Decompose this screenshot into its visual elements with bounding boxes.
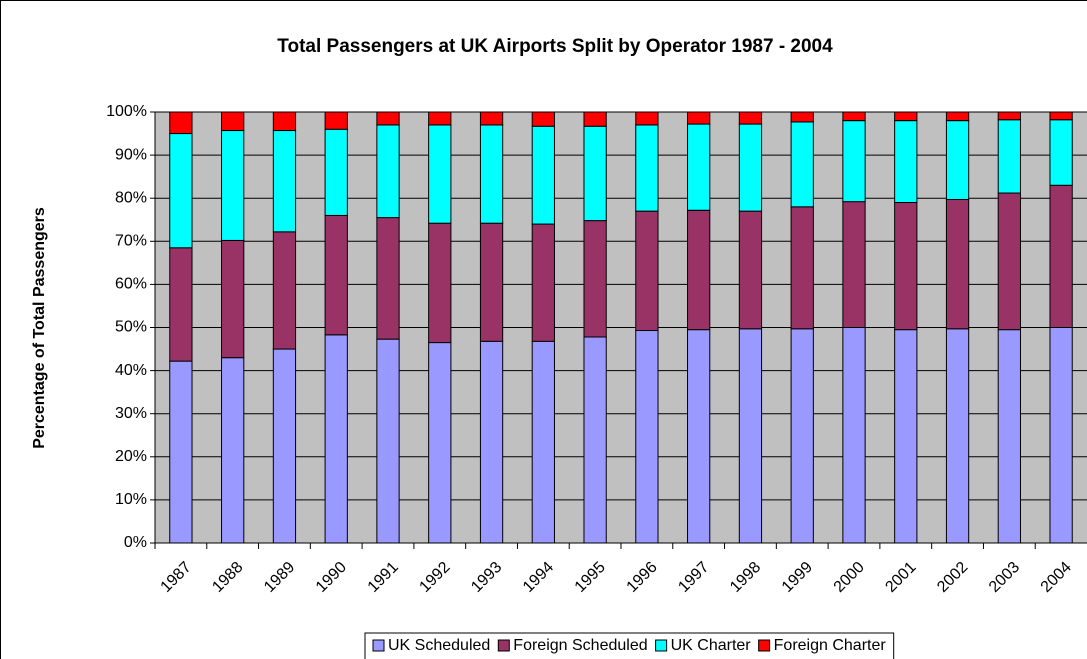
y-tick-label: 10% bbox=[115, 491, 147, 508]
bar-segment bbox=[687, 123, 711, 211]
bar-segment bbox=[428, 222, 452, 344]
bar-segment bbox=[169, 133, 193, 249]
legend-label: UK Scheduled bbox=[388, 637, 490, 654]
bar-segment bbox=[945, 111, 970, 122]
chart-title: Total Passengers at UK Airports Split by… bbox=[277, 36, 833, 57]
bar-segment bbox=[635, 330, 659, 544]
bar-segment bbox=[583, 111, 607, 127]
bar-segment bbox=[376, 124, 400, 219]
bar-segment bbox=[221, 357, 245, 544]
bar-segment bbox=[894, 202, 918, 331]
bar-segment bbox=[1049, 111, 1073, 121]
bar-segment bbox=[945, 328, 970, 544]
bar-segment bbox=[531, 111, 555, 127]
legend-swatch bbox=[372, 639, 385, 652]
bar-segment bbox=[376, 111, 400, 126]
legend-box bbox=[364, 632, 895, 659]
bar-segment bbox=[324, 214, 348, 336]
bar-segment bbox=[428, 111, 452, 126]
bar-segment bbox=[997, 119, 1021, 194]
bar-segment bbox=[997, 329, 1021, 544]
y-axis-label: Percentage of Total Passengers bbox=[31, 207, 48, 449]
bar-segment bbox=[790, 328, 814, 544]
y-tick-label: 80% bbox=[115, 189, 147, 206]
bar-segment bbox=[997, 192, 1021, 331]
bar-segment bbox=[790, 206, 814, 330]
bar-segment bbox=[894, 120, 918, 204]
bar-segment bbox=[531, 223, 555, 342]
bar-segment bbox=[687, 111, 711, 125]
legend: UK Scheduled Foreign Scheduled UK Charter F… bbox=[364, 632, 895, 659]
legend-label: Foreign Charter bbox=[774, 637, 887, 654]
y-tick-label: 50% bbox=[115, 319, 147, 336]
bar-segment bbox=[687, 329, 711, 544]
legend-swatch bbox=[758, 639, 771, 652]
bar-segment bbox=[324, 111, 348, 130]
bar-segment bbox=[945, 120, 970, 200]
bar-segment bbox=[376, 338, 400, 544]
bar-segment bbox=[1049, 327, 1073, 544]
bar-segment bbox=[1049, 184, 1073, 328]
bar-segment bbox=[738, 210, 763, 330]
bar-segment bbox=[635, 111, 659, 126]
bar-segment bbox=[738, 328, 763, 544]
bar-segment bbox=[272, 231, 297, 350]
bar-segment bbox=[842, 201, 866, 328]
bar-segment bbox=[221, 111, 245, 132]
bar-segment bbox=[738, 123, 763, 212]
bar-segment bbox=[376, 217, 400, 340]
bar-segment bbox=[842, 327, 866, 544]
bar-segment bbox=[790, 111, 814, 123]
y-tick-label: 70% bbox=[115, 233, 147, 250]
bar-segment bbox=[842, 120, 866, 203]
legend-label: Foreign Scheduled bbox=[513, 637, 647, 654]
bar-segment bbox=[583, 220, 607, 338]
bar-segment bbox=[272, 130, 297, 233]
y-tick-label: 30% bbox=[115, 405, 147, 422]
bar-segment bbox=[169, 247, 193, 362]
bar-segment bbox=[842, 111, 866, 122]
bar-segment bbox=[272, 348, 297, 544]
bar-segment bbox=[531, 125, 555, 225]
bar-segment bbox=[894, 111, 918, 122]
bar-segment bbox=[1049, 119, 1073, 186]
y-tick-label: 60% bbox=[115, 276, 147, 293]
bar-segment bbox=[945, 198, 970, 330]
y-tick-label: 0% bbox=[124, 534, 147, 551]
y-tick-label: 90% bbox=[115, 146, 147, 163]
y-tick-label: 20% bbox=[115, 448, 147, 465]
legend-swatch bbox=[497, 639, 510, 652]
bar-segment bbox=[479, 111, 504, 126]
bar-segment bbox=[428, 124, 452, 224]
bar-segment bbox=[272, 111, 297, 132]
bar-segment bbox=[479, 340, 504, 544]
bar-segment bbox=[894, 329, 918, 544]
bar-segment bbox=[221, 130, 245, 241]
bar-segment bbox=[479, 124, 504, 224]
bar-segment bbox=[169, 360, 193, 544]
bar-segment bbox=[635, 210, 659, 332]
bar-segment bbox=[428, 342, 452, 544]
bar-segment bbox=[169, 111, 193, 135]
bar-segment bbox=[221, 239, 245, 359]
legend-swatch bbox=[655, 639, 668, 652]
bar-segment bbox=[583, 125, 607, 222]
bar-segment bbox=[738, 111, 763, 125]
bar-segment bbox=[324, 334, 348, 544]
bar-segment bbox=[790, 121, 814, 208]
bar-segment bbox=[687, 209, 711, 331]
legend-label: UK Charter bbox=[671, 637, 752, 654]
bar-segment bbox=[997, 111, 1021, 121]
bar-segment bbox=[324, 128, 348, 216]
bar-segment bbox=[635, 124, 659, 212]
y-tick-label: 100% bbox=[106, 103, 147, 120]
bar-segment bbox=[531, 340, 555, 544]
bar-segment bbox=[583, 336, 607, 544]
bar-segment bbox=[479, 222, 504, 342]
y-tick-label: 40% bbox=[115, 362, 147, 379]
